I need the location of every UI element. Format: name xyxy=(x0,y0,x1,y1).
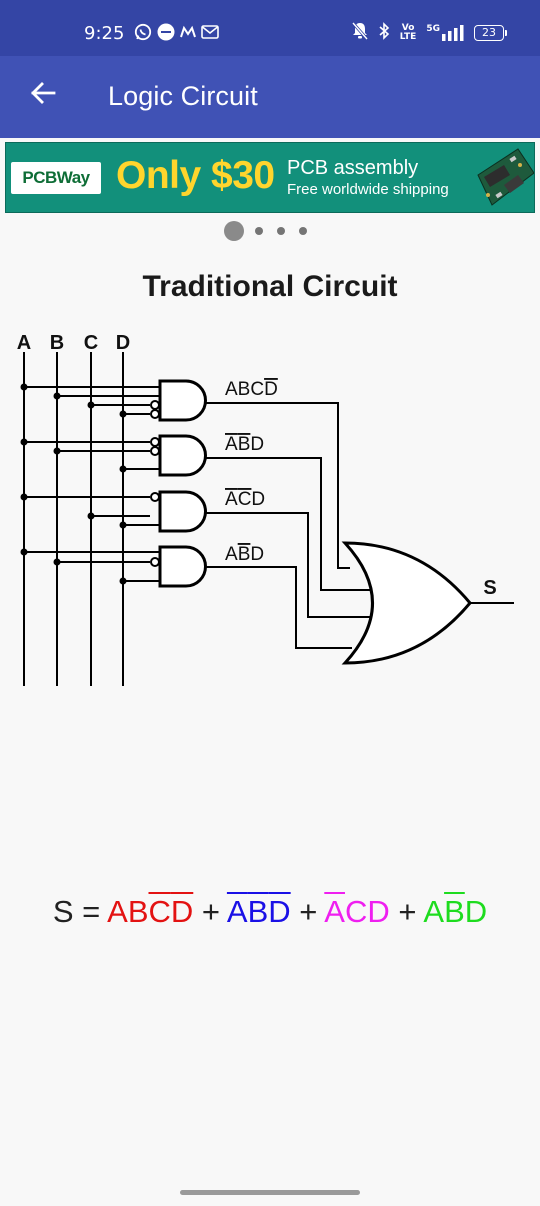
equation-term-1: ABCD xyxy=(107,894,194,929)
wires xyxy=(23,352,514,686)
circuit-title: Traditional Circuit xyxy=(142,270,398,303)
gate-label-4: ABD xyxy=(225,544,264,565)
and-gate-2 xyxy=(158,434,207,477)
equation-plus: + xyxy=(389,894,424,929)
equation-plus: + xyxy=(193,894,227,929)
output-label: S xyxy=(483,577,496,599)
equation-plus: + xyxy=(290,894,325,929)
equation-terms: ABCD + ABD + ACD + ABD xyxy=(107,894,487,929)
pcb-board-image xyxy=(477,148,534,206)
equation-lhs: S = xyxy=(52,894,108,929)
back-button[interactable] xyxy=(26,78,60,112)
whatsapp-icon xyxy=(134,23,152,46)
battery-icon: 23 xyxy=(474,25,507,41)
gate-label-1: ABCD xyxy=(225,379,278,400)
message-icon xyxy=(157,23,175,46)
page-title: Logic Circuit xyxy=(108,81,258,111)
signal-5g-icon: 5G xyxy=(426,25,464,41)
gate-label-2: ABD xyxy=(225,434,264,455)
equation-term-2: ABD xyxy=(226,894,291,929)
inverter-bubbles xyxy=(150,400,160,567)
status-bar: 9:25 Vo LTE 5G 23 xyxy=(0,0,540,56)
and-gate-3 xyxy=(158,490,207,533)
app-bar: Logic Circuit xyxy=(0,56,540,138)
input-labels: A B C D xyxy=(17,332,130,354)
equation-term-4: ABD xyxy=(423,894,488,929)
page-dot-4[interactable] xyxy=(299,227,307,235)
m-icon xyxy=(180,25,196,44)
input-label-b: B xyxy=(50,332,64,354)
boolean-equation: S = ABCD + ABD + ACD + ABD xyxy=(0,894,540,930)
banner-headline: PCB assembly xyxy=(287,157,419,179)
pcbway-logo: PCBWay xyxy=(11,162,101,194)
system-icons: Vo LTE 5G 23 xyxy=(351,21,507,45)
page-dot-1[interactable] xyxy=(224,221,244,241)
equation-term-3: ACD xyxy=(324,894,390,929)
banner-promo: Only $30 xyxy=(116,154,275,197)
home-indicator[interactable] xyxy=(180,1190,360,1195)
and-gates xyxy=(158,379,207,588)
status-time: 9:25 xyxy=(84,23,125,44)
mute-icon xyxy=(351,21,368,45)
page-dot-2[interactable] xyxy=(255,227,263,235)
or-gate xyxy=(341,541,472,665)
and-gate-4 xyxy=(158,545,207,588)
gate-label-3: ACD xyxy=(225,489,265,510)
bluetooth-icon xyxy=(378,21,390,45)
volte-icon: Vo LTE xyxy=(399,23,417,42)
banner-subline: Free worldwide shipping xyxy=(287,181,449,198)
and-gate-1 xyxy=(158,379,207,422)
notification-icons xyxy=(134,23,219,45)
gate-term-labels: ABCD ABD ACD ABD xyxy=(225,379,278,565)
arrow-left-icon xyxy=(30,81,56,110)
input-label-a: A xyxy=(17,332,31,354)
page-indicator xyxy=(224,221,316,241)
junction-dots xyxy=(20,383,127,585)
page-dot-3[interactable] xyxy=(277,227,285,235)
gmail-icon xyxy=(201,24,219,44)
input-label-c: C xyxy=(84,332,98,354)
ad-banner[interactable]: PCBWay Only $30 PCB assembly Free worldw… xyxy=(5,142,535,213)
input-label-d: D xyxy=(116,332,130,354)
